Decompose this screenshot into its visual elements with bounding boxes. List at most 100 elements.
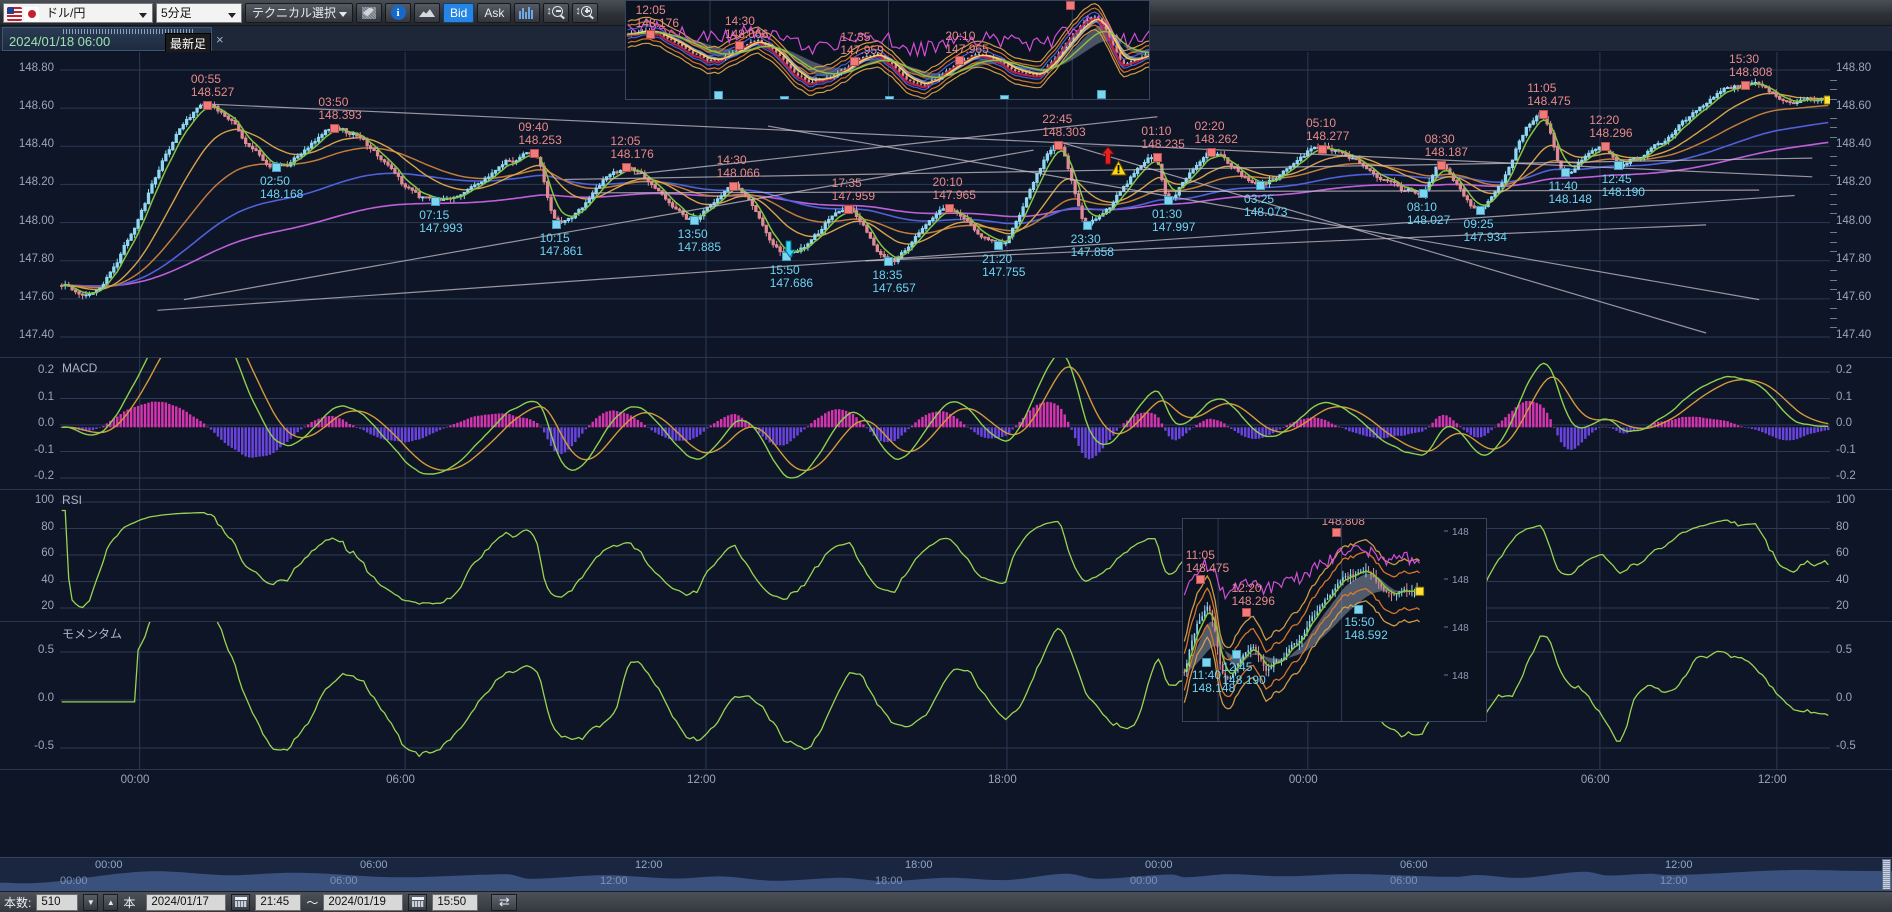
momentum-tick-left: -0.5 [34,740,54,752]
low-pivot-marker [1201,657,1211,667]
macd-svg [60,358,1830,489]
macd-tick-left: -0.1 [34,443,54,456]
bars-count-decrement-icon[interactable]: ▼ [83,893,99,911]
price-minor-tick [1830,203,1837,205]
macd-tick-right: -0.2 [1836,470,1856,482]
navigator-time-tick: 12:00 [1665,859,1693,871]
price-tick-right: 147.40 [1836,329,1872,341]
macd-tick-right: -0.1 [1836,443,1856,456]
price-tick-left: 148.00 [18,214,54,227]
macd-tick-right: 0.1 [1836,390,1852,403]
navigator-time-tick: 12:00 [635,859,663,871]
bars-count-increment-icon[interactable]: ▲ [103,893,119,911]
price-tick-left: 147.60 [18,290,54,303]
rsi-tick-left: 80 [41,520,54,533]
jp-flag-icon [24,6,39,21]
inset-top-zoom[interactable]: 12:05 148.176 14:30 148.066 17:35 147.959 20:1… [625,0,1150,100]
price-minor-tick [1830,213,1837,215]
price-tick-right: 148.00 [1836,214,1872,227]
close-icon[interactable]: × [216,32,224,47]
bid-toggle-button[interactable]: Bid [443,2,475,23]
low-pivot-marker [1082,220,1092,230]
high-pivot-marker [955,56,965,65]
pencil-icon[interactable] [356,2,383,23]
high-pivot-marker [728,182,738,192]
navigator-time-tick: 18:00 [905,859,933,871]
timeframe-select[interactable]: 5分足 [156,2,242,23]
low-pivot-marker [1232,649,1242,659]
price-tick-right: 148.60 [1836,100,1872,113]
to-date-calendar-icon[interactable] [408,893,428,911]
price-tick-left: 147.80 [18,252,54,265]
price-minor-tick [1830,136,1837,138]
high-pivot-marker [1153,152,1163,162]
navigator-svg [0,869,1892,891]
price-tick-left: 148.20 [18,176,54,189]
momentum-panel[interactable]: 0.5 0.0 -0.5 0.5 0.0 -0.5 モメンタム [0,621,1892,769]
zoom-in-icon[interactable]: ↕ [572,2,599,23]
navigator-time-tick: 06:00 [1400,859,1428,871]
us-flag-icon [7,6,22,21]
rsi-plot-area[interactable] [60,490,1830,621]
high-pivot-marker [530,149,540,159]
price-minor-tick [1830,232,1837,234]
rsi-tick-right: 80 [1836,520,1849,533]
navigator-scroll-handle[interactable] [1882,859,1891,890]
price-tick-right: 148.20 [1836,176,1872,189]
bars-unit-label: 本 [123,895,136,910]
currency-pair-select[interactable]: ドル/円 [3,2,153,23]
time-tick: 06:00 [386,774,415,786]
info-icon[interactable]: i [385,2,412,23]
momentum-tick-left: 0.0 [38,692,54,704]
pair-flags [7,6,39,21]
low-pivot-marker [1164,196,1174,206]
macd-plot-area[interactable] [60,358,1830,489]
high-pivot-marker [1539,110,1549,120]
reload-icon[interactable]: ⇄ [491,893,518,911]
zoom-out-icon[interactable]: ↕ [543,2,570,23]
technical-select-button[interactable]: テクニカル選択 [245,2,354,23]
low-pivot-marker [551,219,561,229]
from-date-calendar-icon[interactable] [231,893,251,911]
macd-panel[interactable]: 0.2 0.1 0.0 -0.1 -0.2 0.2 0.1 0.0 -0.1 -0.2 MACD [0,357,1892,489]
bars-count-input[interactable]: 510 [36,893,79,911]
navigator-time-tick-lower: 18:00 [875,875,903,887]
chart-date-tab[interactable]: 2024/01/18 06:00 最新足 [2,27,212,54]
svg-text:148: 148 [1452,527,1469,538]
bar-chart-icon[interactable] [514,2,541,23]
up-arrow-marker [1100,146,1117,165]
to-time-input[interactable]: 15:50 [432,893,479,911]
ask-toggle-button[interactable]: Ask [477,2,512,23]
rsi-tick-right: 60 [1836,547,1849,559]
inset-top-svg [626,1,1149,99]
time-tick: 12:00 [1757,774,1787,786]
rsi-tick-right: 20 [1836,600,1849,612]
time-tick: 18:00 [987,774,1017,786]
tab-drag-grip[interactable] [63,29,193,34]
from-date-input[interactable]: 2024/01/17 [146,893,227,911]
low-pivot-marker [884,256,894,266]
area-chart-icon[interactable] [414,2,441,23]
high-pivot-marker [330,124,340,134]
macd-tick-left: 0.1 [38,390,54,403]
price-minor-tick [1830,98,1837,100]
price-tick-right: 148.40 [1836,138,1872,151]
timeframe-value: 5分足 [161,6,192,20]
momentum-title: モメンタム [62,627,123,641]
rsi-panel[interactable]: 100 80 60 40 20 100 80 60 40 20 RSI [0,489,1892,621]
low-pivot-marker [431,196,441,206]
momentum-plot-area[interactable] [60,622,1830,769]
high-pivot-marker [1601,141,1611,151]
macd-axis-right: 0.2 0.1 0.0 -0.1 -0.2 [1830,358,1892,489]
price-axis-left: 148.80 148.60 148.40 148.20 148.00 147.80 147.… [0,52,60,357]
low-pivot-marker [1097,90,1107,99]
to-date-input[interactable]: 2024/01/19 [323,893,404,911]
from-time-input[interactable]: 21:45 [255,893,302,911]
navigator-time-tick-lower: 00:00 [1130,875,1158,887]
latest-bar-badge[interactable]: 最新足 [165,33,211,54]
low-pivot-marker [1560,167,1570,177]
rsi-svg [60,490,1830,621]
chart-navigator-strip[interactable]: 00:00 00:00 06:00 06:00 12:00 12:00 18:00 18:00… [0,857,1892,891]
macd-axis-left: 0.2 0.1 0.0 -0.1 -0.2 [0,358,60,489]
